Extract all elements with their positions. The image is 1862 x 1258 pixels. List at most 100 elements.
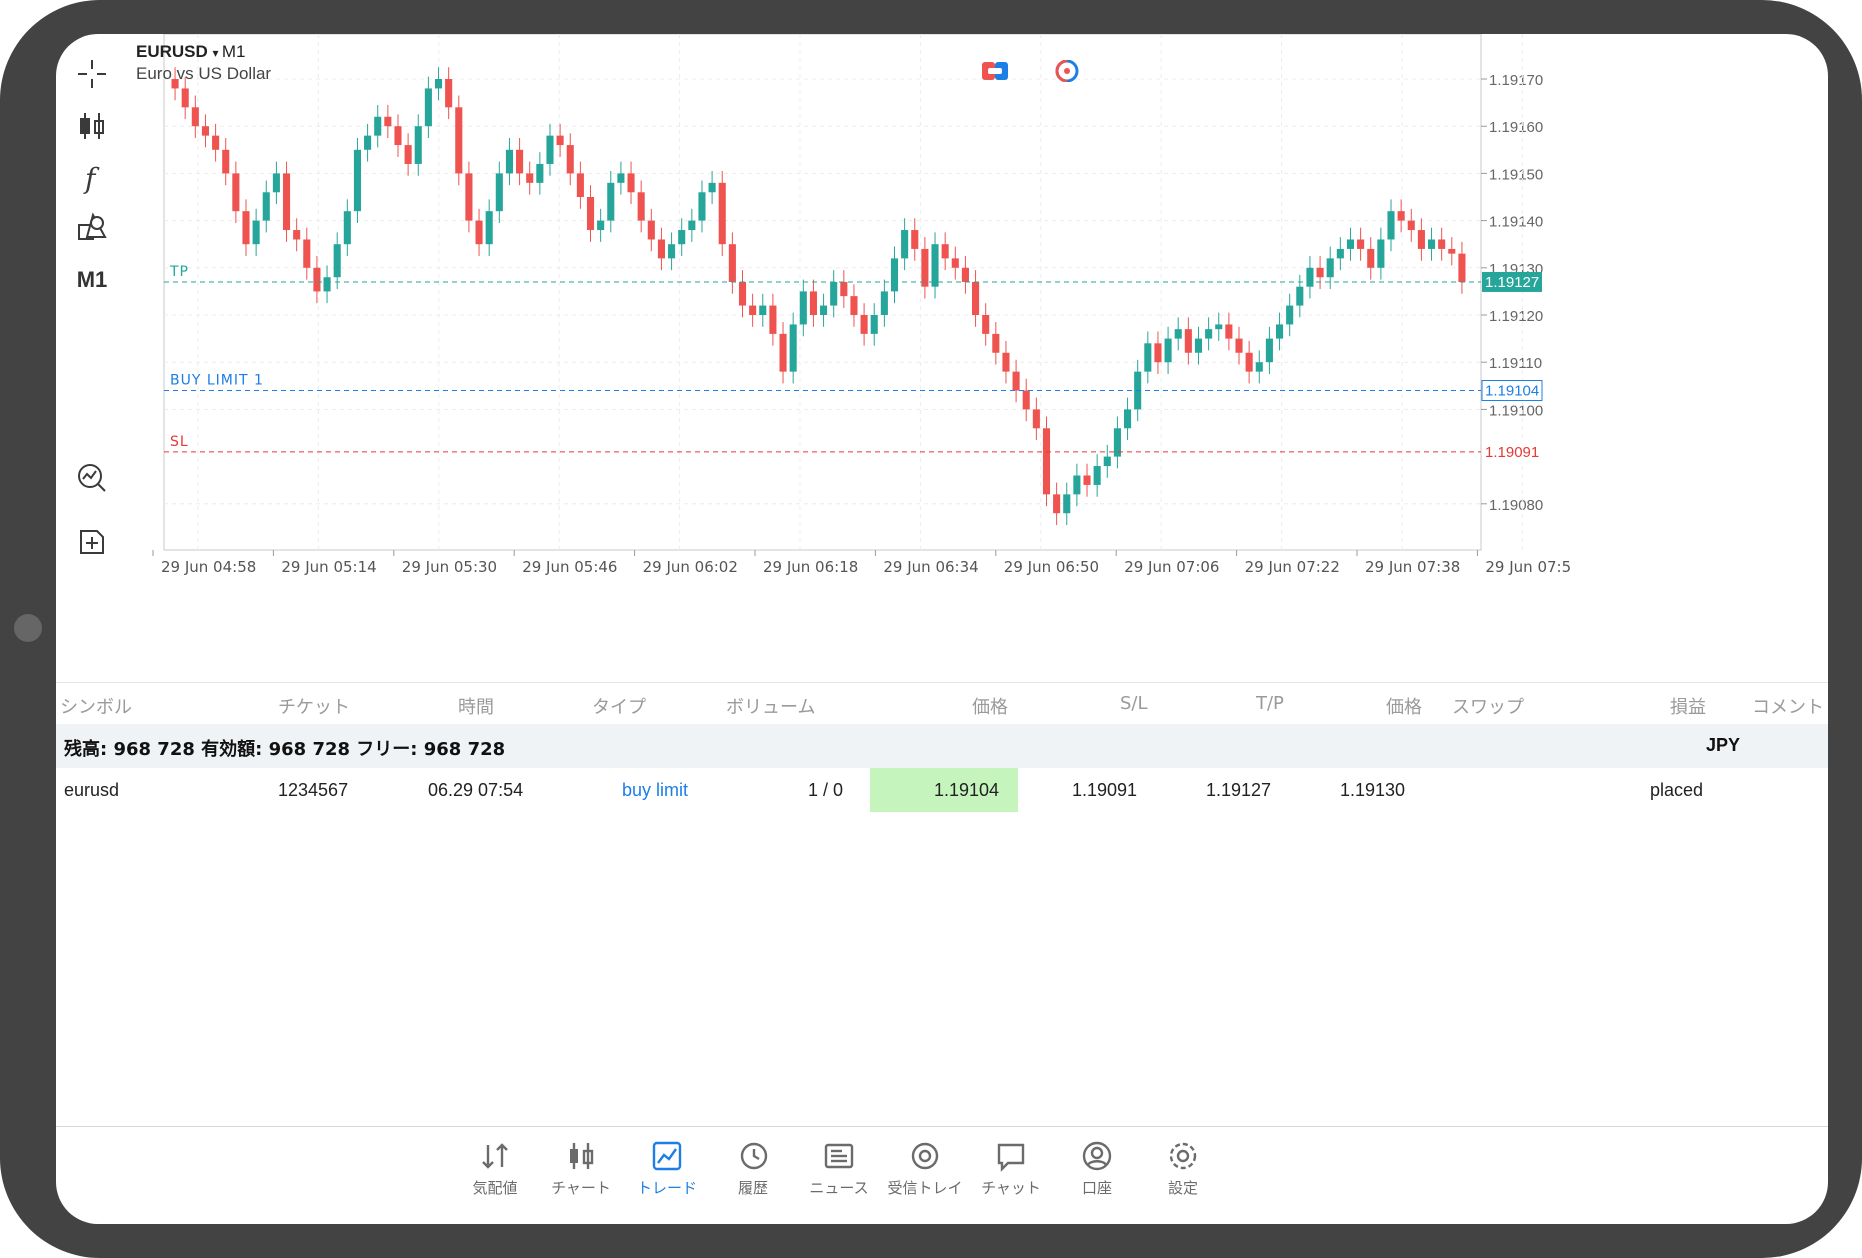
header-sl[interactable]: S/L	[1120, 693, 1148, 714]
price-chart[interactable]: 1.19170 1.19160 1.19150 1.19140 1.19130 1.191…	[128, 34, 1828, 682]
candle-body	[374, 116, 382, 136]
objects-icon[interactable]	[68, 206, 116, 250]
candle-body	[1002, 352, 1010, 372]
candle-body	[1154, 343, 1162, 363]
candle-body	[708, 182, 716, 193]
candle-body	[860, 315, 868, 334]
candle-body	[353, 149, 362, 212]
candle-body	[759, 305, 767, 315]
balance-summary: 残高: 968 728 有効額: 968 728 フリー: 968 728	[64, 739, 506, 760]
market-timer-icon[interactable]	[1054, 60, 1080, 82]
candle-body	[890, 258, 899, 292]
candle-body	[1458, 253, 1466, 282]
nav-label: 口座	[1081, 1179, 1112, 1197]
sl-price-text: 1.19091	[1485, 444, 1539, 461]
nav-label: 気配値	[472, 1179, 518, 1197]
sl-price-tag	[1482, 441, 1542, 462]
nav-item-settings[interactable]: 設定	[1138, 1139, 1228, 1198]
nav-item-chart[interactable]: チャート	[536, 1139, 626, 1198]
nav-label: 設定	[1167, 1179, 1198, 1197]
chart-canvas[interactable]: 1.191701.191601.191501.191401.191301.191…	[128, 34, 1828, 682]
symbol-name: EURUSD	[136, 42, 208, 61]
price-label: 1.19150	[1489, 166, 1543, 183]
candle-body	[1336, 248, 1344, 259]
candle-body	[282, 173, 291, 231]
candle-body	[505, 149, 513, 174]
time-label: 29 Jun 06:50	[1004, 558, 1099, 576]
candle-body	[992, 333, 1000, 353]
candle-body	[1063, 494, 1071, 514]
nav-item-account[interactable]: 口座	[1052, 1139, 1142, 1198]
header-swap[interactable]: スワップ	[1452, 697, 1524, 718]
candle-body	[536, 163, 544, 183]
nav-item-mail[interactable]: 受信トレイ	[880, 1139, 970, 1198]
header-time[interactable]: 時間	[458, 697, 494, 718]
candle-body	[1103, 456, 1111, 467]
balance-row: 残高: 968 728 有効額: 968 728 フリー: 968 728 JP…	[56, 724, 1828, 768]
indicators-icon[interactable]: f	[68, 156, 116, 200]
mail-icon	[911, 1142, 939, 1170]
candle-body	[1083, 475, 1091, 485]
timeframe-button[interactable]: M1	[76, 267, 108, 292]
header-tp[interactable]: T/P	[1256, 693, 1284, 714]
header-profit[interactable]: 損益	[1670, 697, 1706, 718]
news-icon	[824, 1143, 854, 1169]
candle-body	[394, 126, 402, 146]
candle-body	[1215, 324, 1223, 330]
candle-body	[252, 220, 260, 245]
symbol-description: Euro vs US Dollar	[136, 64, 272, 83]
candle-body	[1144, 343, 1152, 372]
candle-body	[576, 173, 584, 197]
nav-item-quotes[interactable]: 気配値	[450, 1139, 540, 1198]
header-ticket[interactable]: チケット	[278, 697, 350, 718]
chart-toolbar: f M1	[56, 34, 128, 674]
header-volume[interactable]: ボリューム	[726, 697, 816, 718]
header-symbol[interactable]: シンボル	[60, 697, 132, 718]
candle-body	[779, 333, 787, 372]
candle-body	[961, 267, 969, 282]
candle-body	[870, 315, 878, 334]
nav-item-chat[interactable]: チャット	[966, 1139, 1056, 1198]
candle-body	[1194, 338, 1203, 353]
header-comment[interactable]: コメント	[1752, 697, 1824, 718]
chart-analytics-icon[interactable]	[68, 456, 116, 500]
candle-body	[1205, 329, 1213, 339]
candle-body	[607, 182, 615, 221]
candle-body	[1255, 362, 1263, 372]
candle-body	[546, 135, 554, 164]
candle-body	[617, 173, 625, 183]
candle-body	[911, 230, 919, 249]
candle-body	[1174, 329, 1182, 339]
nav-item-news[interactable]: ニュース	[794, 1139, 884, 1198]
candle-body	[769, 305, 777, 334]
chart-type-icon[interactable]	[68, 104, 116, 148]
candle-body	[323, 277, 331, 292]
candle-body	[1093, 466, 1101, 485]
candle-body	[799, 291, 807, 325]
header-price[interactable]: 価格	[972, 697, 1008, 718]
candle-body	[1245, 352, 1253, 372]
order-symbol: eurusd	[64, 780, 120, 800]
candle-body	[1427, 239, 1436, 249]
nav-item-history[interactable]: 履歴	[708, 1139, 798, 1198]
crosshair-icon[interactable]	[68, 52, 116, 96]
candle-body	[1053, 494, 1061, 514]
price-label: 1.19110	[1489, 355, 1542, 372]
candle-body	[181, 88, 189, 108]
new-order-icon[interactable]	[68, 520, 116, 564]
header-current-price[interactable]: 価格	[1386, 697, 1422, 718]
nav-label: ニュース	[809, 1179, 869, 1197]
order-tp: 1.19127	[1206, 780, 1272, 800]
table-row[interactable]: eurusd 1234567 06.29 07:54 buy limit 1 /…	[56, 768, 1828, 812]
candle-body	[921, 248, 929, 287]
header-type[interactable]: タイプ	[592, 697, 646, 718]
candle-body	[1296, 286, 1304, 306]
order-sl: 1.19091	[1072, 780, 1138, 800]
symbol-title[interactable]: EURUSD ▾ M1	[136, 42, 271, 62]
one-click-trading-icon[interactable]	[982, 60, 1008, 82]
candle-body	[1306, 267, 1314, 287]
candle-body	[840, 281, 848, 297]
screen: f M1 1.19170 1.19160 1.19150 1.19140 1.19130…	[56, 34, 1828, 1224]
nav-item-trade[interactable]: トレード	[622, 1139, 712, 1198]
candle-body	[1448, 248, 1456, 254]
